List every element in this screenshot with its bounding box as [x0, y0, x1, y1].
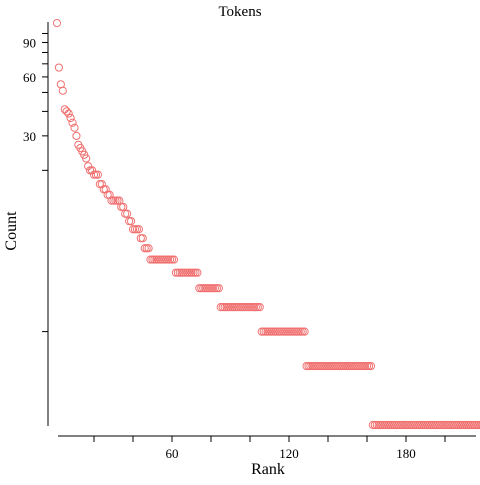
data-point — [85, 163, 92, 170]
data-point — [63, 108, 70, 115]
data-point — [53, 20, 60, 27]
data-point — [73, 132, 80, 139]
y-axis-ticks: 30 60 90 — [23, 33, 48, 331]
data-point — [61, 106, 68, 113]
x-tick-label: 120 — [279, 446, 299, 461]
data-point — [65, 110, 72, 117]
chart-title: Tokens — [218, 4, 261, 20]
x-tick-label: 60 — [166, 446, 179, 461]
y-tick-label: 30 — [23, 129, 36, 144]
y-tick-label: 60 — [23, 70, 36, 85]
x-axis-ticks: 60 120 180 — [94, 436, 445, 461]
data-point — [55, 64, 62, 71]
data-point — [59, 87, 66, 94]
data-points — [53, 20, 480, 429]
x-axis-label: Rank — [251, 461, 285, 478]
y-axis-label: Count — [3, 211, 20, 251]
y-tick-label: 90 — [23, 35, 36, 50]
x-tick-label: 180 — [396, 446, 416, 461]
data-point — [67, 114, 74, 121]
